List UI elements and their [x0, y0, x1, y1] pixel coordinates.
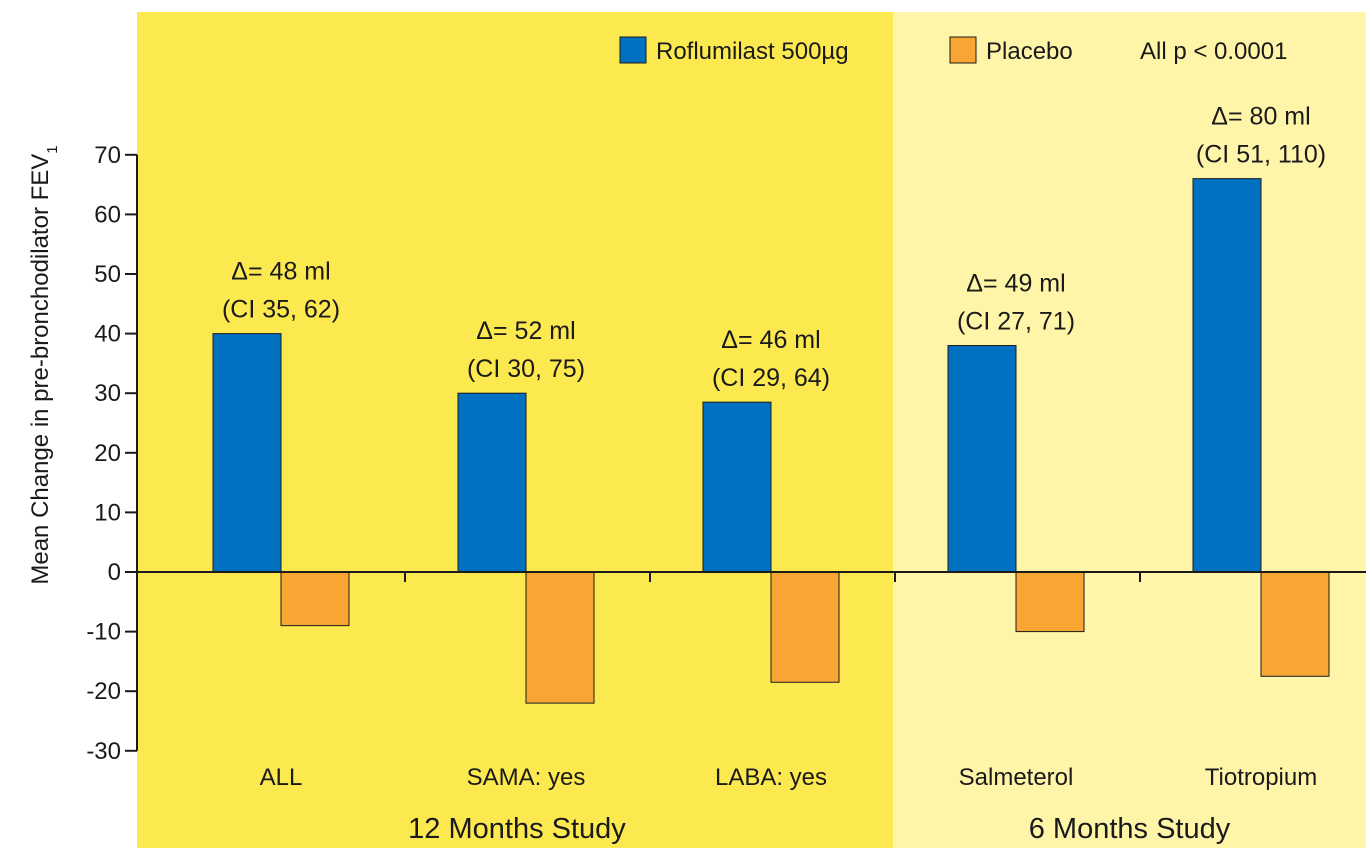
bar-roflumilast-2 [702, 401, 772, 573]
bar-roflumilast-1 [457, 392, 527, 573]
category-label-3: Salmeterol [959, 764, 1074, 791]
group-label-6-months: 6 Months Study [1029, 813, 1231, 845]
bar-roflumilast-4 [1192, 178, 1262, 573]
annotation-ci-4: (CI 51, 110) [1196, 141, 1326, 169]
annotation-delta-3: Δ= 49 ml [966, 270, 1065, 298]
annotation-ci-0: (CI 35, 62) [222, 296, 340, 324]
legend-swatch-roflumilast [619, 36, 647, 64]
y-tick-label-3: 40 [94, 321, 121, 348]
category-label-0: ALL [260, 764, 303, 791]
legend-swatch-placebo [949, 36, 977, 64]
y-tick-label-9: -20 [86, 678, 121, 705]
y-tick-label-7: 0 [108, 559, 121, 586]
y-tick-label-6: 10 [94, 499, 121, 526]
annotation-delta-2: Δ= 46 ml [721, 326, 820, 354]
annotation-ci-1: (CI 30, 75) [467, 355, 585, 383]
bar-roflumilast-0 [212, 333, 282, 573]
bar-placebo-2 [770, 571, 840, 683]
y-tick-label-2: 50 [94, 261, 121, 288]
annotation-ci-2: (CI 29, 64) [712, 364, 830, 392]
y-axis-label: Mean Change in pre-bronchodilator FEV1 [27, 145, 61, 584]
y-tick-label-1: 60 [94, 201, 121, 228]
y-tick-label-0: 70 [94, 142, 121, 169]
y-tick-label-8: -10 [86, 619, 121, 646]
category-label-1: SAMA: yes [467, 764, 586, 791]
bar-placebo-3 [1015, 571, 1085, 633]
legend-label-roflumilast: Roflumilast 500µg [656, 38, 849, 65]
bar-roflumilast-3 [947, 345, 1017, 573]
annotation-ci-3: (CI 27, 71) [957, 308, 1075, 336]
significance-note: All p < 0.0001 [1140, 38, 1287, 65]
y-tick-label-5: 20 [94, 440, 121, 467]
y-tick-label-4: 30 [94, 380, 121, 407]
group-label-12-months: 12 Months Study [408, 813, 626, 845]
annotation-delta-0: Δ= 48 ml [231, 258, 330, 286]
legend-label-placebo: Placebo [986, 38, 1073, 65]
bar-placebo-1 [525, 571, 595, 704]
category-label-2: LABA: yes [715, 764, 827, 791]
annotation-delta-4: Δ= 80 ml [1211, 103, 1310, 131]
annotation-delta-1: Δ= 52 ml [476, 317, 575, 345]
y-tick-label-10: -30 [86, 738, 121, 765]
category-label-4: Tiotropium [1205, 764, 1317, 791]
bar-placebo-4 [1260, 571, 1330, 677]
bar-placebo-0 [280, 571, 350, 627]
